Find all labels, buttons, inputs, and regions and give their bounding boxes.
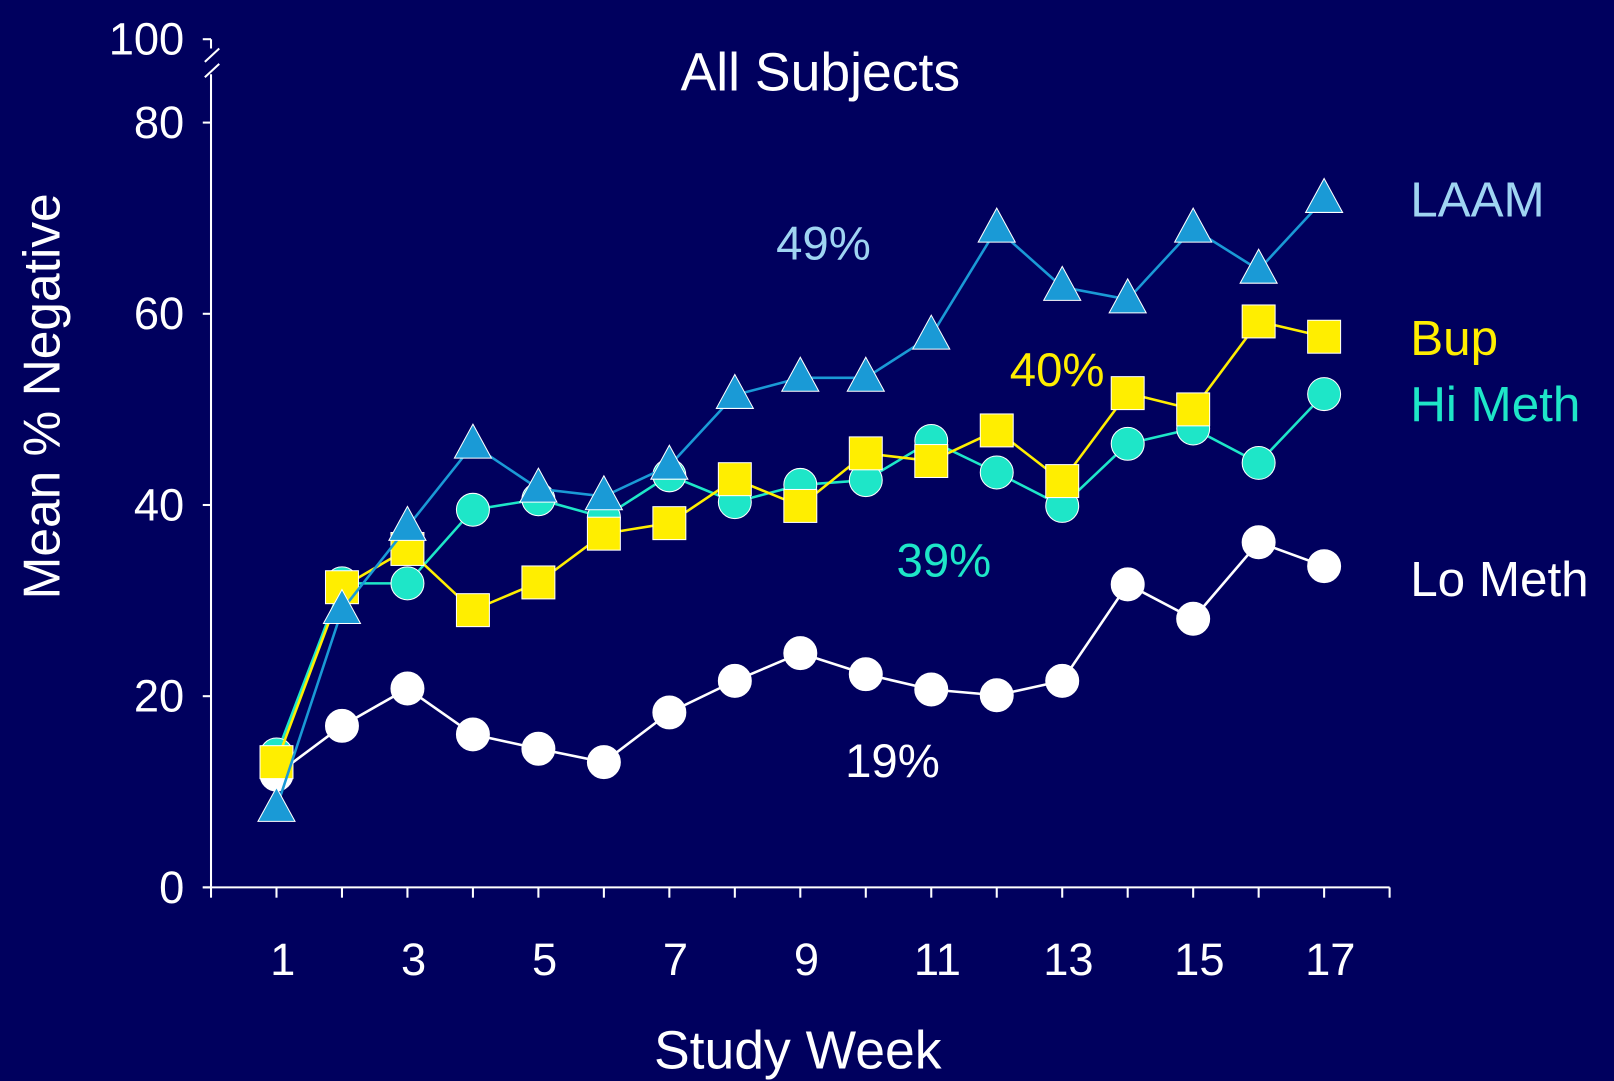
marker — [1045, 663, 1080, 698]
y-tick-label: 0 — [159, 862, 184, 913]
marker — [848, 657, 883, 692]
marker — [1307, 319, 1342, 354]
marker — [388, 505, 427, 541]
marker — [652, 695, 687, 730]
annotation: 49% — [776, 217, 871, 270]
marker — [1045, 464, 1080, 499]
marker — [521, 565, 556, 600]
legend-label: Lo Meth — [1410, 552, 1588, 607]
marker — [324, 708, 359, 743]
marker — [848, 436, 883, 471]
marker — [979, 678, 1014, 713]
x-tick-label: 11 — [914, 934, 961, 985]
marker — [1042, 265, 1082, 301]
marker — [586, 745, 621, 780]
annotation: 40% — [1010, 344, 1105, 397]
x-tick-label: 9 — [794, 934, 819, 985]
marker — [1307, 549, 1342, 584]
x-tick-label: 15 — [1174, 934, 1224, 985]
x-axis-label: Study Week — [654, 1022, 942, 1081]
legend-label: LAAM — [1410, 172, 1545, 227]
x-tick-label: 1 — [270, 934, 295, 985]
marker — [1304, 177, 1344, 213]
annotation: 19% — [845, 735, 940, 788]
marker — [1176, 601, 1211, 636]
x-tick-label: 13 — [1043, 934, 1093, 985]
marker — [390, 566, 425, 601]
marker — [717, 462, 752, 497]
chart-title: All Subjects — [681, 44, 961, 103]
marker — [783, 488, 818, 523]
marker — [455, 492, 490, 527]
marker — [1110, 426, 1145, 461]
marker — [914, 672, 949, 707]
marker — [977, 207, 1017, 243]
x-tick-label: 7 — [663, 934, 688, 985]
marker — [783, 636, 818, 671]
marker — [846, 356, 886, 392]
marker — [780, 356, 820, 392]
marker — [979, 413, 1014, 448]
y-tick-label: 100 — [109, 14, 185, 65]
y-tick-label: 40 — [134, 479, 184, 530]
marker — [455, 717, 490, 752]
marker — [652, 506, 687, 541]
marker — [1110, 567, 1145, 602]
marker — [584, 474, 624, 511]
marker — [455, 593, 490, 628]
marker — [1241, 525, 1276, 560]
x-tick-label: 3 — [401, 934, 426, 985]
y-tick-label: 80 — [134, 97, 184, 148]
marker — [1241, 445, 1276, 480]
marker — [1241, 304, 1276, 339]
axis-break — [204, 39, 220, 79]
marker — [1173, 207, 1213, 243]
marker — [586, 516, 621, 551]
marker — [1108, 277, 1148, 314]
y-tick-label: 60 — [134, 288, 184, 339]
marker — [519, 467, 558, 503]
marker — [914, 444, 949, 478]
legend-label: Hi Meth — [1410, 377, 1580, 432]
x-tick-label: 5 — [532, 934, 557, 985]
marker — [257, 786, 296, 822]
marker — [715, 373, 755, 409]
marker — [1176, 392, 1211, 427]
legend-label: Bup — [1410, 311, 1498, 366]
marker — [649, 444, 689, 480]
marker — [1307, 377, 1342, 412]
marker — [390, 671, 425, 706]
marker — [322, 588, 362, 625]
marker — [1239, 248, 1279, 284]
x-tick-label: 17 — [1305, 934, 1355, 985]
marker — [979, 455, 1014, 490]
y-tick-label: 20 — [134, 671, 184, 722]
marker — [717, 663, 752, 698]
marker — [521, 731, 556, 766]
y-axis-label: Mean % Negative — [13, 193, 71, 599]
marker — [453, 423, 493, 459]
annotation: 39% — [897, 535, 992, 588]
marker — [1110, 376, 1145, 411]
marker — [911, 314, 951, 350]
